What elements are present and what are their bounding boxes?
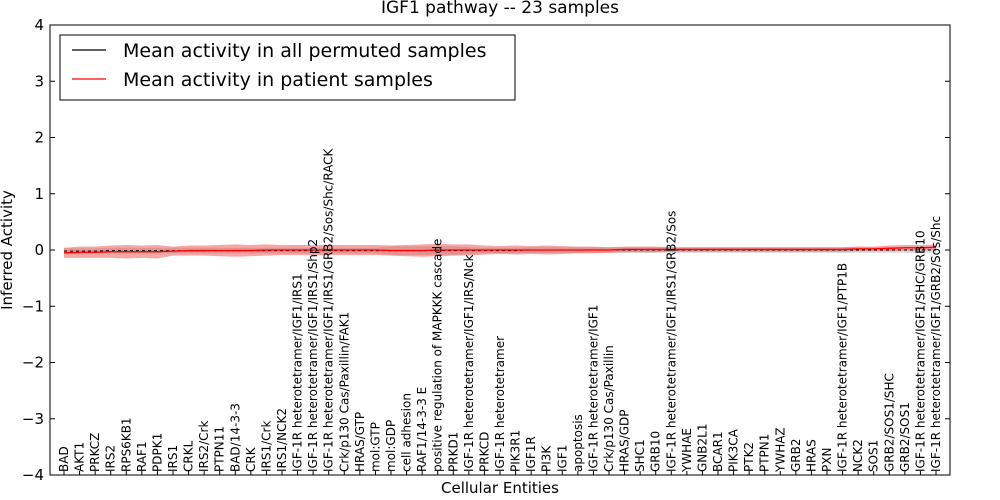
y-tick-label: −2 [22,354,44,372]
entity-label: IGF1 [555,445,569,472]
entity-label: positive regulation of MAPKKK cascade [431,239,445,472]
entity-label: IRS2/Crk [197,421,211,472]
entity-label: Crk/p130 Cas/Paxillin/FAK1 [337,312,351,472]
entity-label: IRS1/Crk [259,421,273,472]
y-axis-ticks: −4 −3 −2 −1 0 1 2 3 4 [22,16,950,484]
entity-label: PDPK1 [150,433,164,472]
entity-label: PRKD1 [446,432,460,472]
y-tick-label: 3 [34,72,44,90]
entity-label: GRB10 [649,431,663,472]
entity-label: GRB2 [789,438,803,472]
entity-label: RAF1 [135,441,149,472]
entity-label: PTPN1 [758,434,772,472]
entity-label: RPS6KB1 [119,417,133,472]
band-patient [64,243,936,259]
entity-label: PRKCD [477,432,491,472]
legend: Mean activity in all permuted samples Me… [59,34,516,101]
entity-label: PIK3CA [727,428,741,472]
entity-labels: BAD AKT1 PRKCZ IRS2 RPS6KB1 RAF1 PDPK1 IRS1 CRKL… [57,147,943,473]
entity-label: SHC1 [633,439,647,472]
entity-label: mol:GTP [368,422,382,472]
legend-label-patient: Mean activity in patient samples [123,69,433,91]
plot-frame [49,24,951,476]
entity-label: IGF-1R heterotetramer/IGF1/IRS1/GRB2/Sos [664,211,678,472]
entity-label: HRAS/GTP [353,412,367,472]
entity-label: CRKL [182,440,196,472]
y-tick-label: 0 [34,241,44,259]
line-patient [63,246,937,254]
series-lines [63,246,937,254]
entity-label: IRS1 [166,445,180,472]
legend-box [59,34,516,101]
entity-label: PTK2 [742,442,756,472]
y-tick-label: −4 [22,466,44,484]
entity-label: IGF-1R heterotetramer/IGF1/IRS/Nck [462,254,476,472]
y-axis-title: Inferred Activity [0,190,16,310]
legend-label-permuted: Mean activity in all permuted samples [123,40,486,62]
entity-label: BCAR1 [711,431,725,472]
entity-label: SOS1 [867,440,881,472]
x-axis-title: Cellular Entities [441,479,559,497]
entity-label: GNB2L1 [695,424,709,472]
entity-label: HRAS/GDP [618,409,632,472]
y-tick-label: −1 [22,297,44,315]
entity-label: IGF-1R heterotetramer/IGF1/GRB2/Sos/Shc [929,216,943,472]
entity-label: YWHAZ [773,427,787,473]
entity-label: mol:GDP [384,420,398,472]
entity-label: RAF1/14-3-3 E [415,387,429,472]
entity-label: NCK2 [851,439,865,472]
entity-label: PIK3R1 [509,430,523,472]
entity-label: BAD/14-3-3 [228,403,242,472]
entity-label: IRS1/NCK2 [275,408,289,472]
entity-label: IGF-1R heterotetramer [493,336,507,472]
entity-label: CRK [244,446,258,472]
entity-label: cell adhesion [400,393,414,472]
entity-label: IGF-1R heterotetramer/IGF1/IRS1 [291,273,305,472]
y-tick-label: 2 [34,129,44,147]
entity-label: PRKCZ [88,433,102,472]
entity-label: GRB2/SOS1/SHC [882,373,896,472]
entity-label: PXN [820,448,834,472]
entity-label: Crk/p130 Cas/Paxillin [602,345,616,472]
entity-label: IGF-1R heterotetramer/IGF1/PTP1B [836,263,850,472]
entity-label: GRB2/SOS1 [898,402,912,472]
entity-label: apoptosis [571,414,585,472]
y-tick-label: 4 [34,16,44,34]
y-tick-label: −3 [22,410,44,428]
entity-label: IRS2 [104,445,118,472]
entity-label: PTPN11 [213,426,227,472]
entity-label: BAD [57,446,71,472]
entity-label: IGF-1R heterotetramer/IGF1 [586,305,600,472]
entity-label: PI3K [540,445,554,472]
x-axis-ticks [63,471,937,475]
entity-label: IGF-1R heterotetramer/IGF1/SHC/GRB10 [913,230,927,472]
chart-title: IGF1 pathway -- 23 samples [381,0,619,18]
entity-label: IGF-1R heterotetramer/IGF1/IRS1/Shp2 [306,239,320,472]
y-tick-label: 1 [34,185,44,203]
entity-label: YWHAE [680,428,694,473]
entity-label: IGF1R [524,436,538,472]
entity-label: HRAS [804,439,818,472]
entity-label: IGF-1R heterotetramer/IGF1/IRS1/GRB2/Sos… [322,147,336,472]
entity-label: AKT1 [73,442,87,472]
